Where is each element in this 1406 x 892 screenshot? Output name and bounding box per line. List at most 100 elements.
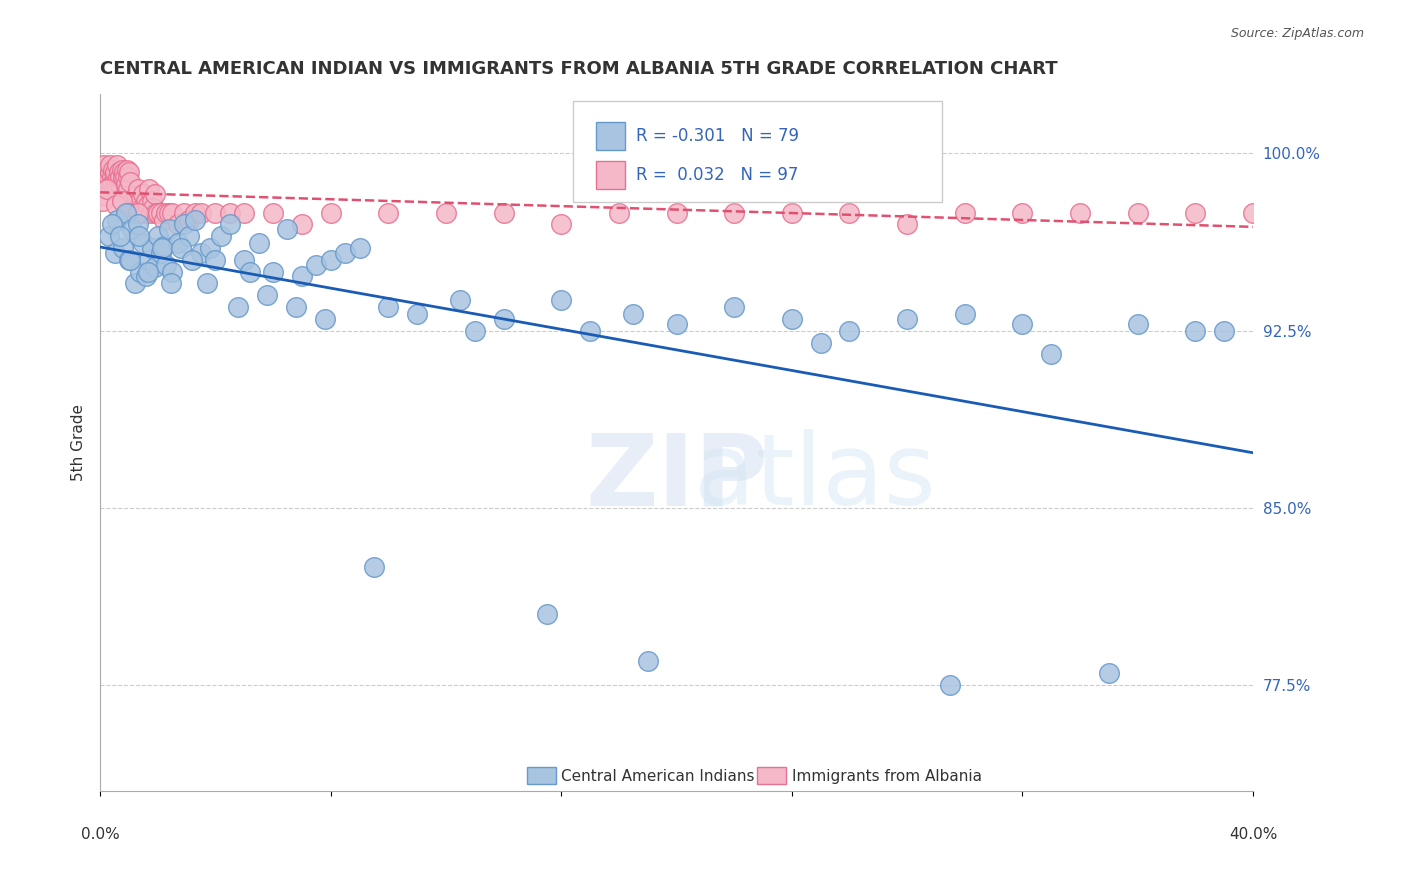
- Point: [896, 311, 918, 326]
- Point: [291, 269, 314, 284]
- Point: [127, 205, 149, 219]
- Point: [107, 182, 129, 196]
- Point: [377, 300, 399, 314]
- Point: [132, 236, 155, 251]
- Point: [111, 175, 134, 189]
- Point: [195, 277, 218, 291]
- Point: [111, 163, 134, 178]
- Point: [91, 194, 114, 208]
- Point: [1011, 317, 1033, 331]
- Point: [291, 218, 314, 232]
- Point: [121, 205, 143, 219]
- Point: [122, 194, 145, 208]
- Point: [218, 205, 240, 219]
- Point: [179, 229, 201, 244]
- Point: [134, 205, 156, 219]
- Point: [142, 201, 165, 215]
- Point: [110, 182, 132, 196]
- Point: [104, 165, 127, 179]
- Point: [138, 182, 160, 196]
- Point: [94, 170, 117, 185]
- Point: [138, 252, 160, 267]
- Point: [198, 241, 221, 255]
- Y-axis label: 5th Grade: 5th Grade: [72, 404, 86, 482]
- Point: [117, 170, 139, 185]
- Point: [108, 165, 131, 179]
- Bar: [527, 767, 555, 784]
- Bar: [758, 767, 786, 784]
- Point: [607, 205, 630, 219]
- Point: [319, 252, 342, 267]
- Point: [838, 324, 860, 338]
- Point: [143, 260, 166, 274]
- Bar: [596, 161, 624, 188]
- Point: [155, 258, 177, 272]
- Point: [305, 258, 328, 272]
- Point: [406, 307, 429, 321]
- Point: [112, 170, 135, 185]
- Point: [239, 265, 262, 279]
- Point: [150, 241, 173, 255]
- Point: [97, 229, 120, 244]
- Point: [100, 170, 122, 185]
- Point: [159, 277, 181, 291]
- Point: [492, 205, 515, 219]
- Point: [184, 212, 207, 227]
- Point: [103, 182, 125, 196]
- Point: [112, 241, 135, 255]
- Point: [170, 241, 193, 255]
- Point: [1241, 205, 1264, 219]
- Point: [96, 163, 118, 178]
- Point: [115, 163, 138, 178]
- Point: [1184, 324, 1206, 338]
- Point: [136, 198, 159, 212]
- Text: CENTRAL AMERICAN INDIAN VS IMMIGRANTS FROM ALBANIA 5TH GRADE CORRELATION CHART: CENTRAL AMERICAN INDIAN VS IMMIGRANTS FR…: [100, 60, 1057, 78]
- Point: [464, 324, 486, 338]
- Point: [333, 245, 356, 260]
- Point: [121, 222, 143, 236]
- Point: [314, 311, 336, 326]
- Point: [190, 205, 212, 219]
- Point: [550, 293, 572, 307]
- Point: [256, 288, 278, 302]
- Point: [117, 182, 139, 196]
- Point: [953, 205, 976, 219]
- Point: [135, 194, 157, 208]
- Point: [155, 205, 177, 219]
- Point: [91, 170, 114, 185]
- Point: [97, 175, 120, 189]
- Point: [141, 241, 163, 255]
- Point: [128, 229, 150, 244]
- Point: [91, 175, 114, 189]
- Text: atlas: atlas: [695, 429, 936, 526]
- Point: [247, 236, 270, 251]
- Point: [233, 252, 256, 267]
- Point: [285, 300, 308, 314]
- Point: [173, 218, 195, 232]
- Point: [112, 165, 135, 179]
- Point: [621, 307, 644, 321]
- Text: R = -0.301   N = 79: R = -0.301 N = 79: [636, 128, 799, 145]
- Point: [1126, 317, 1149, 331]
- Point: [107, 170, 129, 185]
- Point: [173, 205, 195, 219]
- Point: [101, 178, 124, 192]
- Point: [434, 205, 457, 219]
- Text: R =  0.032   N = 97: R = 0.032 N = 97: [636, 166, 799, 184]
- Point: [94, 182, 117, 196]
- Point: [93, 165, 115, 179]
- Point: [98, 165, 121, 179]
- Point: [780, 205, 803, 219]
- Point: [139, 205, 162, 219]
- Point: [96, 182, 118, 196]
- Point: [204, 205, 226, 219]
- Point: [190, 245, 212, 260]
- Point: [723, 205, 745, 219]
- Point: [124, 198, 146, 212]
- Point: [228, 300, 250, 314]
- Point: [665, 317, 688, 331]
- Point: [114, 182, 136, 196]
- Point: [349, 241, 371, 255]
- Point: [100, 218, 122, 232]
- Point: [665, 205, 688, 219]
